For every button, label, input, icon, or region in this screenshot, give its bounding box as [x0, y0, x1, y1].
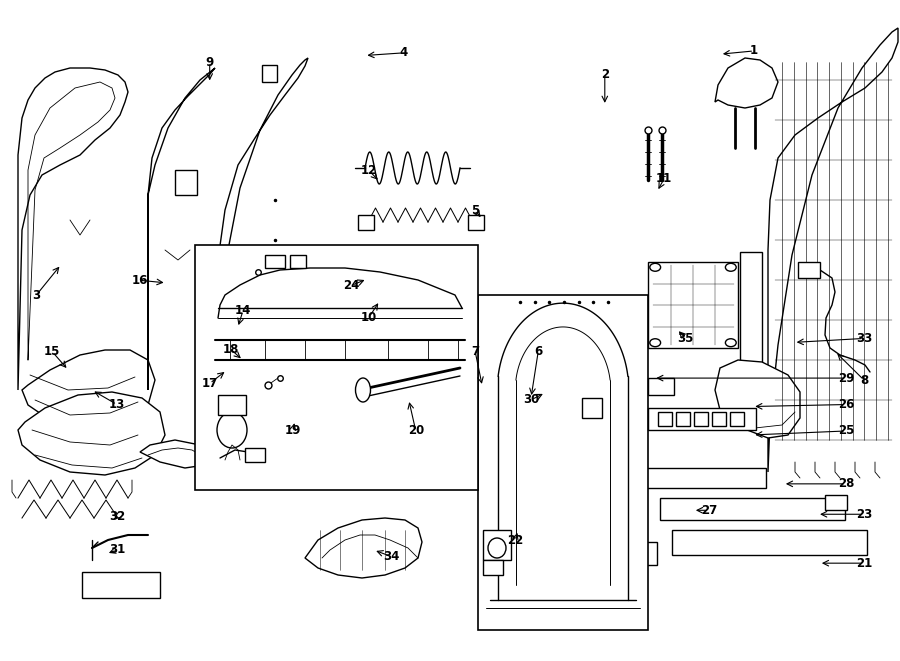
Text: 34: 34	[383, 550, 400, 563]
Text: 11: 11	[656, 172, 672, 185]
Text: 25: 25	[838, 424, 854, 438]
Text: 6: 6	[534, 345, 543, 358]
Bar	[798, 262, 820, 278]
Polygon shape	[715, 360, 800, 438]
Bar	[740, 252, 762, 368]
Text: 1: 1	[750, 44, 759, 58]
Text: 35: 35	[678, 332, 694, 345]
Text: 33: 33	[856, 332, 872, 345]
Bar	[290, 255, 306, 268]
Bar	[582, 398, 602, 418]
Polygon shape	[18, 392, 165, 475]
Polygon shape	[148, 68, 215, 390]
Bar	[825, 495, 847, 510]
Text: 23: 23	[856, 508, 872, 521]
Bar	[672, 530, 867, 555]
Text: 15: 15	[44, 345, 60, 358]
Text: 5: 5	[471, 204, 480, 217]
Ellipse shape	[488, 538, 506, 558]
Text: 12: 12	[361, 164, 377, 177]
Bar	[483, 530, 511, 560]
Bar	[676, 412, 690, 426]
Bar	[485, 542, 657, 565]
Polygon shape	[22, 350, 155, 430]
Bar	[658, 412, 672, 426]
Text: 10: 10	[361, 311, 377, 324]
Bar	[265, 255, 285, 268]
Text: 17: 17	[202, 377, 218, 390]
Polygon shape	[140, 440, 210, 468]
Bar	[628, 468, 766, 488]
Text: 20: 20	[408, 424, 424, 438]
Polygon shape	[218, 58, 308, 400]
Bar	[218, 395, 246, 415]
Bar	[245, 448, 265, 462]
Text: 14: 14	[235, 304, 251, 317]
Ellipse shape	[650, 263, 661, 271]
Text: 4: 4	[399, 46, 408, 59]
Bar	[175, 170, 197, 195]
Ellipse shape	[650, 338, 661, 346]
Bar	[648, 408, 756, 430]
Bar	[694, 412, 708, 426]
Polygon shape	[715, 58, 778, 108]
Bar	[712, 412, 726, 426]
Bar	[262, 65, 277, 82]
Text: 26: 26	[838, 398, 854, 411]
Text: 19: 19	[284, 424, 301, 438]
Text: 30: 30	[523, 393, 539, 407]
Polygon shape	[18, 68, 128, 390]
Bar	[478, 295, 648, 630]
Text: 16: 16	[131, 274, 148, 287]
Text: 24: 24	[343, 279, 359, 292]
Bar	[648, 378, 674, 395]
Polygon shape	[768, 28, 898, 472]
Text: 2: 2	[600, 67, 609, 81]
Text: 32: 32	[109, 510, 125, 524]
Bar	[648, 262, 738, 348]
Ellipse shape	[356, 378, 371, 402]
Bar	[468, 215, 484, 230]
Text: 28: 28	[838, 477, 854, 490]
Text: 8: 8	[860, 373, 868, 387]
Bar	[195, 245, 478, 490]
Text: 7: 7	[471, 345, 480, 358]
Ellipse shape	[725, 338, 736, 346]
Text: 31: 31	[109, 543, 125, 557]
Text: 29: 29	[838, 371, 854, 385]
Ellipse shape	[725, 263, 736, 271]
Bar	[660, 498, 845, 520]
Polygon shape	[222, 362, 345, 450]
Text: 21: 21	[856, 557, 872, 570]
Text: 13: 13	[109, 398, 125, 411]
Polygon shape	[305, 518, 422, 578]
Bar	[483, 560, 503, 575]
Bar	[82, 572, 160, 598]
Text: 22: 22	[507, 534, 523, 547]
Ellipse shape	[217, 412, 247, 448]
Text: 3: 3	[32, 289, 40, 302]
Text: 27: 27	[701, 504, 717, 517]
Text: 18: 18	[222, 342, 239, 356]
Polygon shape	[395, 268, 415, 290]
Bar	[358, 215, 374, 230]
Text: 9: 9	[205, 56, 214, 69]
Bar	[730, 412, 744, 426]
